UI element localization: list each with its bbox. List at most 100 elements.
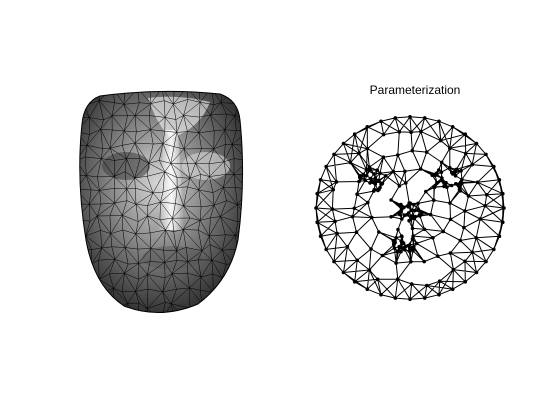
face-mesh-panel — [60, 80, 260, 320]
mesh-vertex — [375, 168, 379, 172]
mesh-vertex — [365, 287, 370, 291]
mesh-vertex — [474, 270, 479, 275]
mesh-vertex — [404, 181, 408, 185]
mesh-vertex — [404, 213, 409, 217]
mesh-vertex — [409, 130, 413, 134]
mesh-vertex — [403, 244, 408, 248]
mesh-vertex — [379, 292, 383, 297]
mesh-vertex — [448, 201, 452, 205]
mesh-vertex — [424, 189, 428, 194]
mesh-vertex — [400, 217, 404, 221]
mesh-vertex — [439, 170, 444, 174]
mesh-vertex — [437, 292, 441, 297]
mesh-vertex — [393, 296, 398, 300]
mesh-vertex — [431, 236, 435, 240]
mesh-vertex — [324, 164, 328, 169]
mesh-vertex — [352, 206, 357, 211]
mesh-vertex — [432, 185, 436, 189]
mesh-vertex — [424, 150, 429, 154]
mesh-vertex — [463, 151, 468, 156]
mesh-vertex — [330, 207, 335, 211]
mesh-vertex — [332, 152, 336, 157]
mesh-vertex — [449, 183, 454, 188]
mesh-vertex — [484, 193, 489, 197]
mesh-vertex — [501, 191, 505, 196]
mesh-vertex — [357, 179, 361, 184]
mesh-vertex — [394, 236, 398, 240]
mesh-vertex — [445, 185, 449, 189]
mesh-vertex — [352, 132, 357, 136]
mesh-vertex — [437, 279, 442, 283]
mesh-vertex — [451, 267, 456, 272]
mesh-vertex — [492, 164, 496, 169]
mesh-vertex — [318, 234, 323, 238]
mesh-vertex — [370, 179, 374, 183]
mesh-vertex — [416, 201, 420, 206]
mesh-vertex — [460, 181, 464, 185]
mesh-vertex — [315, 191, 319, 196]
mesh-vertex — [397, 184, 402, 188]
mesh-vertex — [422, 296, 427, 300]
face-mesh-plot — [79, 90, 244, 314]
mesh-vertex — [459, 169, 463, 173]
mesh-vertex — [422, 227, 427, 232]
mesh-vertex — [470, 250, 475, 254]
parameterization-panel: Parameterization — [300, 80, 530, 320]
mesh-vertex — [411, 234, 415, 238]
mesh-vertex — [453, 169, 457, 173]
mesh-vertex — [355, 258, 359, 263]
mesh-vertex — [463, 132, 468, 136]
mesh-vertex — [408, 297, 412, 301]
mesh-vertex — [425, 283, 429, 288]
mesh-vertex — [357, 151, 361, 156]
mesh-vertex — [463, 280, 468, 284]
mesh-vertex — [377, 178, 381, 183]
mesh-vertex — [378, 171, 382, 175]
mesh-vertex — [381, 132, 386, 137]
mesh-vertex — [417, 213, 422, 217]
mesh-vertex — [352, 280, 357, 284]
mesh-vertex — [419, 129, 423, 134]
mesh-vertex — [462, 225, 466, 230]
mesh-vertex — [379, 119, 383, 124]
mesh-vertex — [497, 178, 502, 182]
mesh-vertex — [403, 169, 407, 174]
mesh-vertex — [361, 172, 366, 177]
mesh-vertex — [501, 220, 505, 225]
mesh-vertex — [369, 247, 373, 251]
mesh-vertex — [396, 277, 400, 281]
mesh-vertex — [463, 259, 467, 264]
mesh-vertex — [460, 177, 464, 182]
mesh-vertex — [439, 138, 443, 143]
mesh-vertex — [377, 230, 381, 234]
right-eye-socket — [182, 152, 230, 180]
mesh-vertex — [416, 208, 421, 213]
mesh-vertex — [364, 173, 369, 178]
mesh-vertex — [357, 175, 362, 179]
mesh-vertex — [381, 155, 386, 159]
mesh-vertex — [409, 259, 413, 264]
mesh-vertex — [454, 182, 458, 186]
mesh-vertex — [355, 192, 359, 196]
mesh-vertex — [458, 238, 463, 243]
mesh-vertex — [410, 226, 415, 231]
mesh-vertex — [453, 174, 458, 178]
mesh-vertex — [502, 206, 506, 210]
mesh-vertex — [380, 253, 385, 258]
mesh-vertex — [364, 168, 369, 172]
mesh-vertex — [458, 189, 463, 193]
mesh-vertex — [397, 210, 402, 215]
mesh-vertex — [389, 215, 393, 219]
mesh-vertex — [367, 268, 372, 272]
mesh-vertex — [372, 187, 377, 192]
mesh-vertex — [397, 244, 401, 249]
mesh-vertex — [418, 167, 423, 171]
mesh-vertex — [331, 187, 335, 192]
mesh-vertex — [437, 168, 441, 172]
mesh-vertex — [348, 160, 353, 165]
mesh-vertex — [470, 162, 474, 167]
mesh-vertex — [484, 152, 488, 157]
mesh-vertex — [436, 254, 440, 258]
mesh-vertex — [318, 178, 323, 182]
mesh-vertex — [409, 282, 414, 286]
